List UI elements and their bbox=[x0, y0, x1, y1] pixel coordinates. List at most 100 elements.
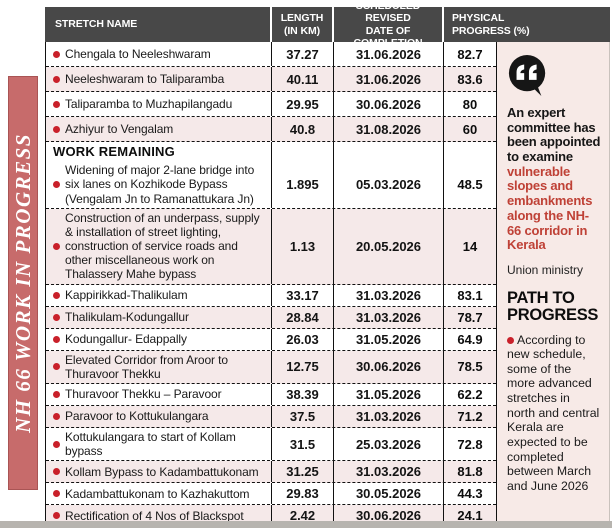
length-value: 29.95 bbox=[286, 96, 319, 112]
header-stretch-name: STRETCH NAME bbox=[45, 7, 272, 42]
progress-cell: 82.7 bbox=[444, 42, 496, 66]
completion-date: 30.06.2026 bbox=[355, 359, 422, 375]
quote-icon bbox=[507, 54, 601, 98]
progress-cell: 71.2 bbox=[444, 406, 496, 427]
completion-date: 30.06.2026 bbox=[355, 508, 422, 524]
stretch-name-cell: Taliparamba to Muzhapilangadu bbox=[46, 92, 272, 116]
date-cell: 31.03.2026 bbox=[334, 461, 444, 483]
stretch-name-cell: Construction of an underpass, supply & i… bbox=[46, 208, 272, 284]
stretch-name: Elevated Corridor from Aroor to Thuravoo… bbox=[65, 352, 228, 381]
date-cell: 05.03.2026 bbox=[334, 161, 444, 208]
length-cell: 33.17 bbox=[272, 284, 334, 306]
bullet-icon bbox=[53, 512, 60, 520]
completion-date: 31.03.2026 bbox=[355, 287, 422, 303]
progress-cell: 14 bbox=[444, 209, 496, 284]
stretch-name-cell: Kappirikkad-Thalikulam bbox=[46, 284, 272, 306]
progress-cell: 44.3 bbox=[444, 483, 496, 504]
bullet-icon bbox=[53, 75, 60, 83]
stretch-name: Neeleshwaram to Taliparamba bbox=[65, 71, 225, 86]
empty-cell bbox=[334, 142, 444, 162]
bottom-strip bbox=[0, 521, 612, 528]
length-cell: 29.95 bbox=[272, 92, 334, 116]
bullet-icon bbox=[53, 412, 60, 420]
path-to-progress-title: PATH TO PROGRESS bbox=[507, 288, 599, 325]
length-value: 1.13 bbox=[289, 238, 316, 254]
progress-value: 80 bbox=[462, 96, 478, 112]
progress-cell: 80 bbox=[444, 92, 496, 116]
progress-cell: 83.1 bbox=[444, 285, 496, 306]
length-cell: 12.75 bbox=[272, 350, 334, 383]
length-cell: 31.25 bbox=[272, 461, 334, 483]
progress-value: 64.9 bbox=[457, 331, 483, 347]
length-value: 2.42 bbox=[289, 508, 316, 524]
progress-value: 81.8 bbox=[457, 464, 483, 480]
header-completion-date: SCHEDULED REVISED DATE OF COMPLETION bbox=[334, 0, 444, 49]
progress-value: 24.1 bbox=[457, 508, 483, 524]
completion-date: 31.08.2026 bbox=[355, 121, 422, 137]
schedule-note-text: According to new schedule, some of the m… bbox=[507, 332, 600, 493]
date-cell: 30.06.2026 bbox=[334, 505, 444, 527]
date-cell: 31.03.2026 bbox=[334, 284, 444, 306]
bullet-icon bbox=[53, 363, 60, 371]
stretch-name-cell: Chengala to Neeleshwaram bbox=[46, 42, 272, 66]
stretch-name: Construction of an underpass, supply & i… bbox=[65, 210, 260, 282]
progress-cell: 78.7 bbox=[444, 307, 496, 328]
stretch-name-cell: Rectification of 4 Nos of Blackspot bbox=[46, 505, 272, 527]
stretch-name: Thuravoor Thekku – Paravoor bbox=[65, 387, 222, 402]
date-cell: 31.06.2026 bbox=[334, 42, 444, 66]
bullet-icon bbox=[53, 291, 60, 299]
length-value: 29.83 bbox=[286, 486, 319, 502]
table-row: Azhiyur to Vengalam 40.8 31.08.2026 60 bbox=[46, 117, 496, 142]
length-value: 31.5 bbox=[289, 436, 316, 452]
stretch-name: Widening of major 2-lane bridge into six… bbox=[65, 163, 255, 206]
bullet-icon bbox=[53, 181, 60, 189]
length-cell: 26.03 bbox=[272, 328, 334, 350]
bullet-icon bbox=[53, 100, 60, 108]
length-value: 31.25 bbox=[286, 464, 319, 480]
progress-cell: 48.5 bbox=[444, 161, 496, 207]
progress-value: 83.6 bbox=[457, 71, 483, 87]
progress-value: 71.2 bbox=[457, 408, 483, 424]
length-cell: 28.84 bbox=[272, 306, 334, 328]
length-value: 38.39 bbox=[286, 386, 319, 402]
schedule-note: According to new schedule, some of the m… bbox=[507, 333, 601, 494]
table-row: Kappirikkad-Thalikulam 33.17 31.03.2026 … bbox=[46, 284, 496, 307]
date-cell: 31.03.2026 bbox=[334, 306, 444, 328]
date-cell: 30.05.2026 bbox=[334, 483, 444, 505]
date-cell: 30.06.2026 bbox=[334, 350, 444, 383]
bullet-icon bbox=[53, 313, 60, 321]
date-cell: 31.03.2026 bbox=[334, 405, 444, 427]
stretch-name-cell: Azhiyur to Vengalam bbox=[46, 117, 272, 141]
date-cell: 31.08.2026 bbox=[334, 117, 444, 141]
bullet-icon bbox=[53, 242, 60, 250]
vertical-title-banner: NH 66 WORK IN PROGRESS bbox=[8, 76, 38, 490]
progress-cell: 62.2 bbox=[444, 384, 496, 405]
completion-date: 31.03.2026 bbox=[355, 464, 422, 480]
length-cell: 37.5 bbox=[272, 405, 334, 427]
header-label: STRETCH NAME bbox=[55, 18, 138, 31]
stretch-name: Kadambattukonam to Kazhakuttom bbox=[65, 486, 250, 501]
progress-value: 72.8 bbox=[457, 436, 483, 452]
progress-cell: 78.5 bbox=[444, 351, 496, 383]
progress-value: 82.7 bbox=[457, 46, 483, 62]
progress-value: 14 bbox=[462, 238, 478, 254]
completion-date: 31.03.2026 bbox=[355, 309, 422, 325]
date-cell: 31.05.2026 bbox=[334, 328, 444, 350]
stretch-name: Thalikulam-Kodungallur bbox=[65, 310, 189, 324]
table-row: Kadambattukonam to Kazhakuttom 29.83 30.… bbox=[46, 483, 496, 506]
progress-value: 78.7 bbox=[457, 309, 483, 325]
length-cell: 31.5 bbox=[272, 427, 334, 461]
date-cell: 31.05.2026 bbox=[334, 383, 444, 405]
stretch-name-cell: Thalikulam-Kodungallur bbox=[46, 306, 272, 328]
stretch-name-cell: Widening of major 2-lane bridge into six… bbox=[46, 161, 272, 208]
stretch-name: Azhiyur to Vengalam bbox=[65, 121, 174, 136]
table-row: Thalikulam-Kodungallur 28.84 31.03.2026 … bbox=[46, 306, 496, 329]
table-row: Elevated Corridor from Aroor to Thuravoo… bbox=[46, 350, 496, 384]
bullet-icon bbox=[53, 468, 60, 476]
stretch-name-cell: Kollam Bypass to Kadambattukonam bbox=[46, 461, 272, 483]
stretch-name-cell: Neeleshwaram to Taliparamba bbox=[46, 67, 272, 91]
quote-text-red: vulnerable slopes and embankments along … bbox=[507, 163, 593, 253]
progress-value: 44.3 bbox=[457, 486, 483, 502]
stretch-name-cell: Kadambattukonam to Kazhakuttom bbox=[46, 483, 272, 505]
table-body: Chengala to Neeleshwaram 37.27 31.06.202… bbox=[46, 42, 496, 528]
